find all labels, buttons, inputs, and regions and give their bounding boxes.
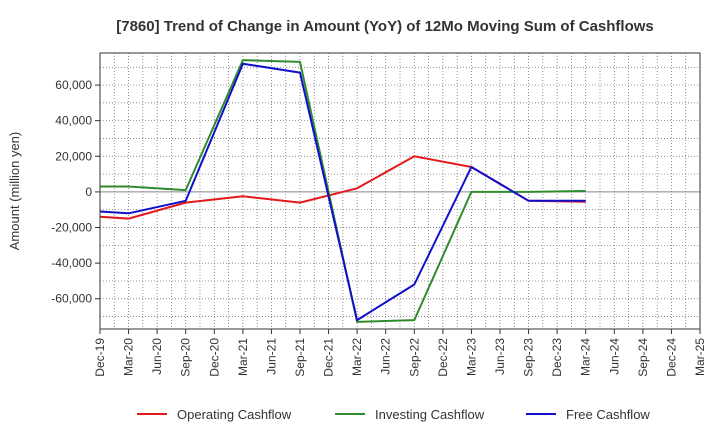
x-tick-label: Dec-23 [550, 338, 564, 377]
y-axis-ticks: -60,000 -40,000 -20,000 0 20,000 40,000 60,000 [51, 78, 100, 306]
y-tick-label: -20,000 [51, 221, 92, 235]
x-tick-label: Jun-20 [150, 338, 164, 375]
free-cashflow-line [99, 62, 586, 322]
chart-title: [7860] Trend of Change in Amount (YoY) o… [116, 18, 654, 35]
x-tick-label: Mar-25 [693, 338, 707, 376]
legend: Operating Cashflow Investing Cashflow Free… [137, 407, 650, 422]
x-tick-label: Dec-21 [322, 338, 336, 377]
x-tick-label: Jun-21 [264, 338, 278, 375]
x-tick-label: Sep-20 [179, 338, 193, 377]
x-tick-label: Sep-23 [522, 338, 536, 377]
y-tick-label: 40,000 [55, 114, 92, 128]
x-tick-label: Mar-23 [464, 338, 478, 376]
x-tick-label: Dec-24 [664, 338, 678, 377]
x-tick-label: Sep-22 [407, 338, 421, 377]
x-tick-label: Mar-24 [579, 338, 593, 376]
y-tick-label: -40,000 [51, 256, 92, 270]
legend-label-investing-cashflow: Investing Cashflow [375, 407, 485, 422]
x-tick-label: Mar-21 [236, 338, 250, 376]
legend-label-free-cashflow: Free Cashflow [566, 407, 650, 422]
y-tick-label: 0 [85, 185, 92, 199]
y-tick-label: 60,000 [55, 78, 92, 92]
x-tick-label: Jun-23 [493, 338, 507, 375]
legend-label-operating-cashflow: Operating Cashflow [177, 407, 292, 422]
x-tick-label: Jun-24 [607, 338, 621, 375]
y-tick-label: 20,000 [55, 149, 92, 163]
investing-cashflow-line [100, 59, 586, 323]
plot-frame [99, 52, 701, 330]
series-group [99, 59, 586, 323]
x-tick-label: Sep-24 [636, 338, 650, 377]
x-tick-label: Mar-20 [122, 338, 136, 376]
x-axis-ticks: Dec-19 Mar-20 Jun-20 Sep-20 Dec-20 Mar-21 Jun-… [93, 329, 707, 377]
x-tick-label: Sep-21 [293, 338, 307, 377]
x-tick-label: Jun-22 [379, 338, 393, 375]
x-tick-label: Dec-19 [93, 338, 107, 377]
y-axis-label: Amount (million yen) [7, 132, 22, 251]
x-tick-label: Dec-22 [436, 338, 450, 377]
y-tick-label: -60,000 [51, 292, 92, 306]
x-tick-label: Mar-22 [350, 338, 364, 376]
x-tick-label: Dec-20 [207, 338, 221, 377]
